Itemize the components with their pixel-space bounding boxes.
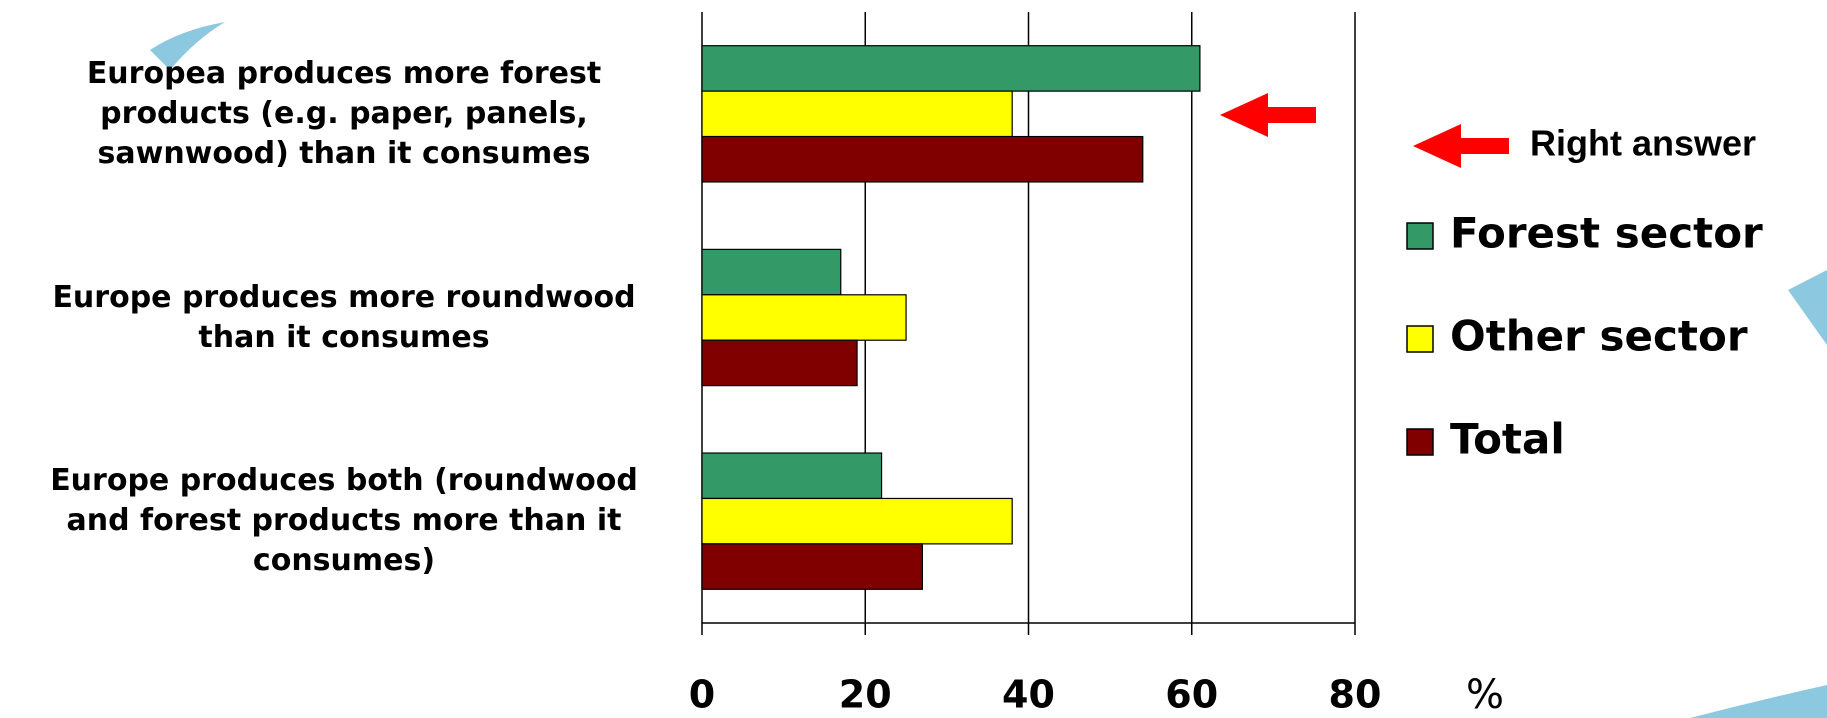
arrow [1220, 93, 1316, 137]
bar [701, 45, 1201, 92]
bar [701, 543, 923, 590]
x-unit: % [1466, 672, 1504, 718]
bar [701, 452, 883, 500]
arrow [1413, 124, 1509, 168]
bar [701, 497, 1013, 545]
legend-swatch [1406, 222, 1434, 250]
bar [701, 248, 842, 296]
y-tick-label: Europe produces more roundwood than it c… [52, 279, 636, 355]
legend-swatch [1406, 428, 1434, 456]
x-tick-label: 60 [1165, 673, 1218, 717]
decoration [1690, 685, 1827, 718]
x-tick-label: 20 [839, 673, 892, 717]
legend-label: Other sector [1450, 312, 1748, 361]
decoration [1788, 270, 1827, 345]
annotation: Right answer [1530, 123, 1756, 164]
legend-label: Total [1450, 415, 1565, 464]
legend-swatch [1406, 325, 1434, 353]
bar [701, 294, 907, 341]
x-tick-label: 80 [1329, 673, 1382, 717]
bar [701, 339, 858, 387]
x-tick-label: 40 [1002, 673, 1055, 717]
bar [701, 135, 1144, 183]
x-tick-label: 0 [689, 673, 715, 717]
y-tick-label: Europea produces more forest products (e… [86, 55, 602, 171]
legend-label: Forest sector [1450, 209, 1763, 258]
y-tick-label: Europe produces both (roundwood and fore… [50, 463, 638, 579]
bar [701, 90, 1013, 138]
decoration [150, 22, 225, 70]
